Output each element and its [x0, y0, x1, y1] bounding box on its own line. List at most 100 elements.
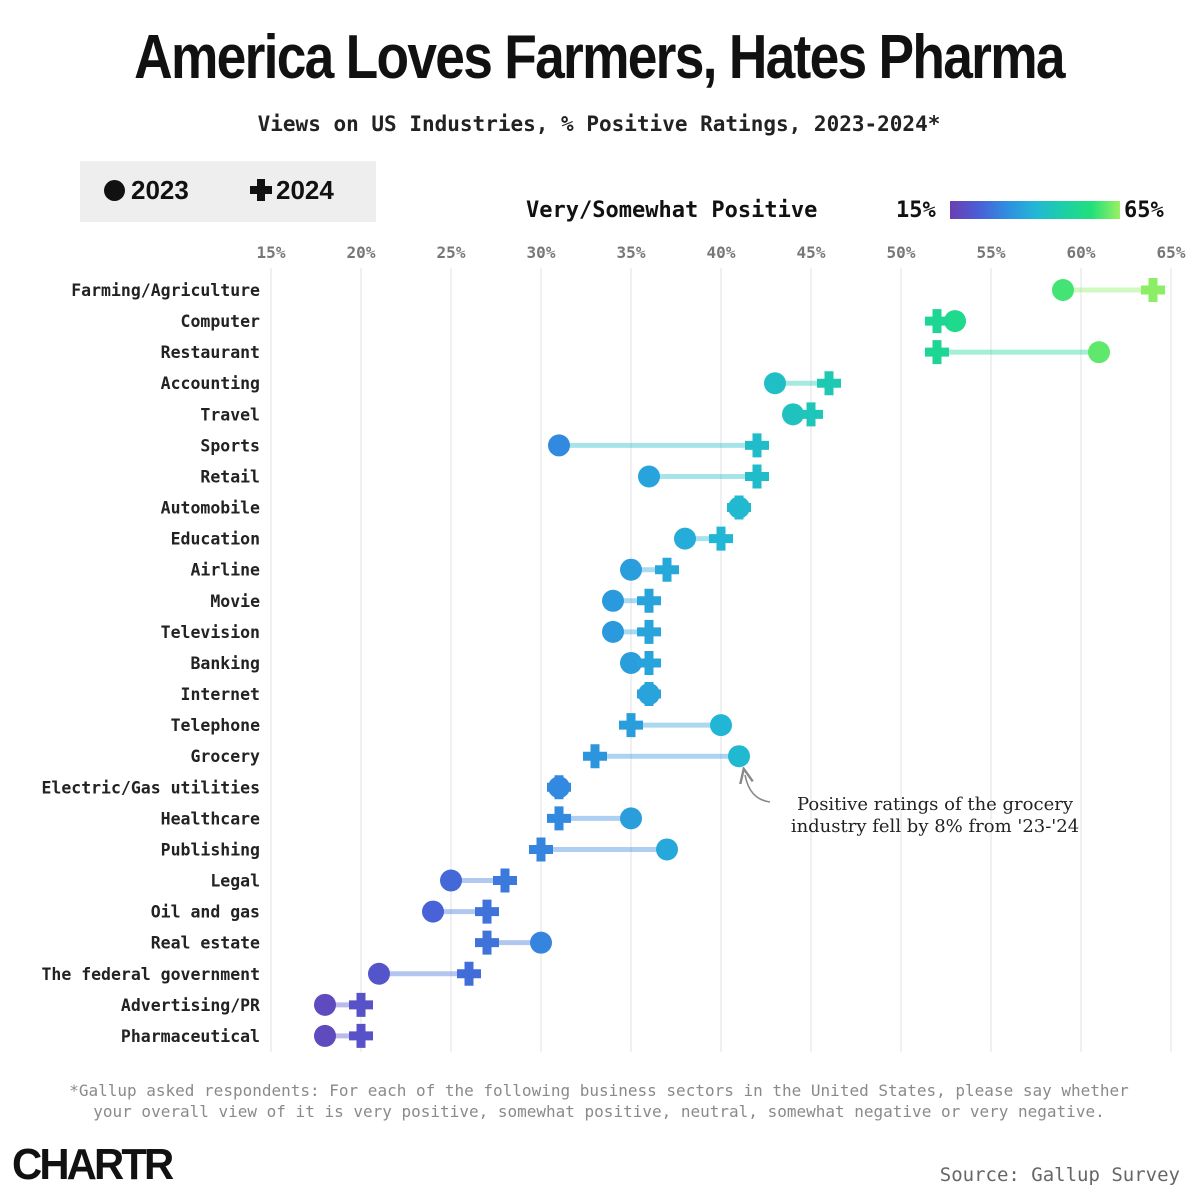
category-label: Computer	[181, 312, 261, 331]
point-2023	[728, 745, 750, 768]
category-label: Retail	[200, 467, 260, 486]
chart-row: Pharmaceutical	[121, 1023, 373, 1048]
footnote-line-2: your overall view of it is very positive…	[93, 1102, 1105, 1121]
chart-row: Oil and gas	[151, 899, 499, 924]
x-tick-label: 20%	[347, 243, 376, 262]
category-label: Real estate	[151, 934, 260, 953]
footnote-line-1: *Gallup asked respondents: For each of t…	[69, 1081, 1129, 1100]
chart-row: Internet	[181, 682, 661, 707]
x-tick-label: 50%	[887, 243, 916, 262]
chart-row: The federal government	[41, 961, 481, 986]
category-label: Airline	[190, 561, 260, 580]
point-2023	[1088, 341, 1110, 364]
chart-row: Electric/Gas utilities	[41, 775, 571, 800]
point-2023	[620, 558, 642, 581]
point-2023	[368, 962, 390, 985]
x-tick-label: 65%	[1157, 243, 1186, 262]
x-tick-label: 40%	[707, 243, 736, 262]
point-2024	[637, 650, 661, 675]
chart-row: Publishing	[161, 837, 678, 862]
category-label: Banking	[190, 654, 260, 673]
point-2024	[547, 775, 571, 800]
category-label: Education	[171, 530, 260, 549]
point-2024	[493, 868, 517, 893]
category-label: Telephone	[171, 716, 260, 735]
chart-row: Travel	[200, 402, 823, 427]
point-2024	[727, 495, 751, 520]
category-label: Accounting	[161, 374, 260, 393]
chart-row: Education	[171, 526, 733, 551]
point-2024	[547, 806, 571, 831]
color-scale-bar	[950, 201, 1120, 219]
category-label: The federal government	[41, 965, 260, 984]
point-2023	[602, 620, 624, 643]
chart-row: Farming/Agriculture	[71, 278, 1165, 302]
chart-row: Restaurant	[161, 340, 1110, 365]
point-2024	[1141, 278, 1165, 302]
point-2023	[440, 869, 462, 892]
point-2023	[548, 434, 570, 457]
x-tick-label: 25%	[437, 243, 466, 262]
annotation-arrow	[745, 775, 771, 803]
category-label: Internet	[181, 685, 260, 704]
x-tick-label: 55%	[977, 243, 1006, 262]
legend-label-2023: 2023	[131, 175, 189, 205]
chart-row: Movie	[210, 588, 661, 613]
category-label: Legal	[210, 872, 260, 891]
point-2023	[602, 589, 624, 612]
chartr-logo: CHARTR	[12, 1140, 174, 1189]
chart-row: Retail	[200, 464, 769, 489]
point-2023	[1052, 279, 1074, 301]
point-2024	[637, 588, 661, 613]
legend-item-2023: 2023	[104, 175, 189, 206]
category-label: Movie	[210, 592, 260, 611]
point-2024	[583, 744, 607, 769]
category-label: Grocery	[190, 747, 260, 766]
point-2024	[709, 526, 733, 551]
category-label: Travel	[200, 405, 260, 424]
category-label: Healthcare	[161, 809, 260, 828]
chart-row: Airline	[190, 557, 679, 582]
category-label: Publishing	[161, 840, 260, 859]
point-2023	[782, 403, 804, 426]
point-2024	[349, 1023, 373, 1048]
point-2023	[764, 372, 786, 395]
point-2024	[529, 837, 553, 862]
circle-icon	[104, 180, 125, 201]
point-2023	[422, 900, 444, 923]
grocery-annotation: Positive ratings of the grocery industry…	[790, 794, 1080, 837]
point-2023	[314, 993, 336, 1016]
point-2024	[349, 992, 373, 1017]
point-2024	[475, 930, 499, 955]
chart-row: Automobile	[161, 495, 751, 520]
point-2024	[637, 619, 661, 644]
category-label: Sports	[200, 436, 260, 455]
category-label: Television	[161, 623, 260, 642]
point-2024	[745, 464, 769, 489]
point-2024	[619, 713, 643, 738]
point-2023	[530, 931, 552, 954]
chart-row: Real estate	[151, 930, 552, 955]
chart-row: Banking	[190, 650, 661, 675]
source-note: Source: Gallup Survey	[939, 1164, 1180, 1186]
point-2023	[710, 714, 732, 737]
point-2023	[656, 838, 678, 861]
category-label: Electric/Gas utilities	[41, 778, 260, 797]
chart-row: Accounting	[161, 371, 841, 396]
chart-row: Computer	[181, 309, 966, 334]
x-tick-label: 30%	[527, 243, 556, 262]
chart-row: Television	[161, 619, 661, 644]
color-scale-max: 65%	[1124, 198, 1164, 223]
point-2024	[655, 557, 679, 582]
legend: 2023 2024	[80, 161, 376, 222]
chart-row: Healthcare	[161, 806, 642, 831]
point-2023	[944, 310, 966, 333]
chart-row: Advertising/PR	[121, 992, 373, 1017]
legend-label-2024: 2024	[276, 175, 334, 205]
x-tick-label: 35%	[617, 243, 646, 262]
point-2023	[620, 807, 642, 830]
point-2024	[817, 371, 841, 396]
cross-icon	[250, 179, 272, 201]
point-2023	[674, 527, 696, 550]
